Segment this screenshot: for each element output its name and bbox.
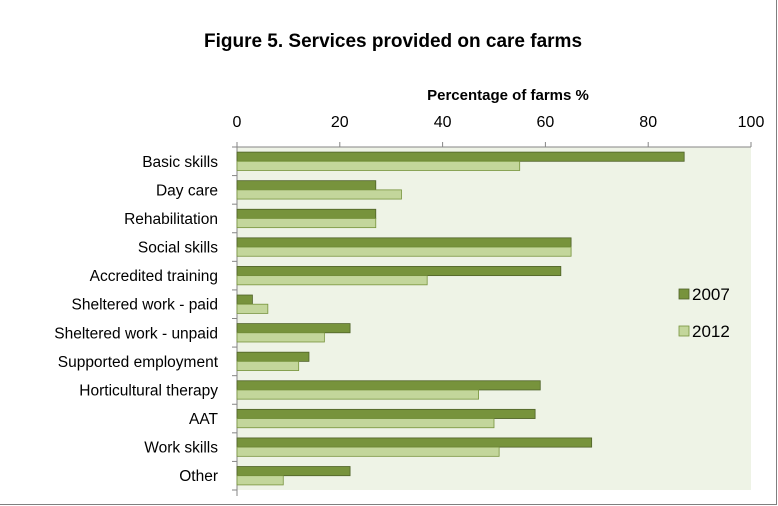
- category-label: Sheltered work - unpaid: [54, 325, 218, 342]
- bar-2012: [236, 160, 521, 171]
- bar-2007: [236, 466, 351, 477]
- bar-2012: [236, 475, 284, 486]
- bar-2007: [236, 266, 562, 277]
- bar-2007: [236, 323, 351, 334]
- category-label: Accredited training: [90, 268, 218, 285]
- category-label: Work skills: [144, 440, 218, 457]
- bar-2007: [236, 294, 253, 305]
- x-tick-label: 40: [434, 114, 452, 131]
- bar-2012: [236, 189, 402, 200]
- category-label: Basic skills: [142, 154, 218, 171]
- bar-2007: [236, 151, 685, 162]
- bar-2007: [236, 208, 377, 219]
- category-label: Horticultural therapy: [79, 382, 218, 399]
- bar-2007: [236, 180, 377, 191]
- x-tick-label: 20: [331, 114, 349, 131]
- legend-label-2012: 2012: [692, 322, 730, 341]
- x-tick-label: 60: [537, 114, 555, 131]
- category-label: Rehabilitation: [124, 211, 218, 228]
- bar-2007: [236, 437, 593, 448]
- bar-2007: [236, 380, 541, 391]
- category-label: Day care: [156, 182, 218, 199]
- x-tick-label: 100: [738, 114, 765, 131]
- chart-title: Figure 5. Services provided on care farm…: [204, 31, 582, 52]
- category-label: AAT: [189, 411, 219, 428]
- bar-2012: [236, 360, 300, 371]
- legend-label-2007: 2007: [692, 285, 730, 304]
- bar-2012: [236, 446, 500, 457]
- bar-2012: [236, 418, 495, 429]
- category-label: Social skills: [138, 240, 218, 257]
- bar-2012: [236, 275, 428, 286]
- category-label: Supported employment: [58, 354, 219, 371]
- plot-background: [237, 147, 751, 490]
- legend-swatch-2012: [678, 325, 690, 337]
- x-axis-title: Percentage of farms %: [427, 87, 589, 104]
- category-label: Sheltered work - paid: [72, 297, 218, 314]
- plot-area: 0 20 40 60 80 100 Basic skills Day care Rehabili…: [54, 114, 764, 496]
- category-label: Other: [179, 468, 218, 485]
- bar-2012: [236, 389, 479, 400]
- legend-swatch-2007: [678, 288, 690, 300]
- bar-2007: [236, 408, 536, 419]
- bar-2012: [236, 332, 325, 343]
- bar-2007: [236, 351, 310, 362]
- bar-2012: [236, 218, 377, 229]
- bar-2007: [236, 237, 572, 248]
- x-tick-label: 80: [639, 114, 657, 131]
- x-tick-label: 0: [233, 114, 242, 131]
- bar-2012: [236, 303, 269, 314]
- bar-2012: [236, 246, 572, 257]
